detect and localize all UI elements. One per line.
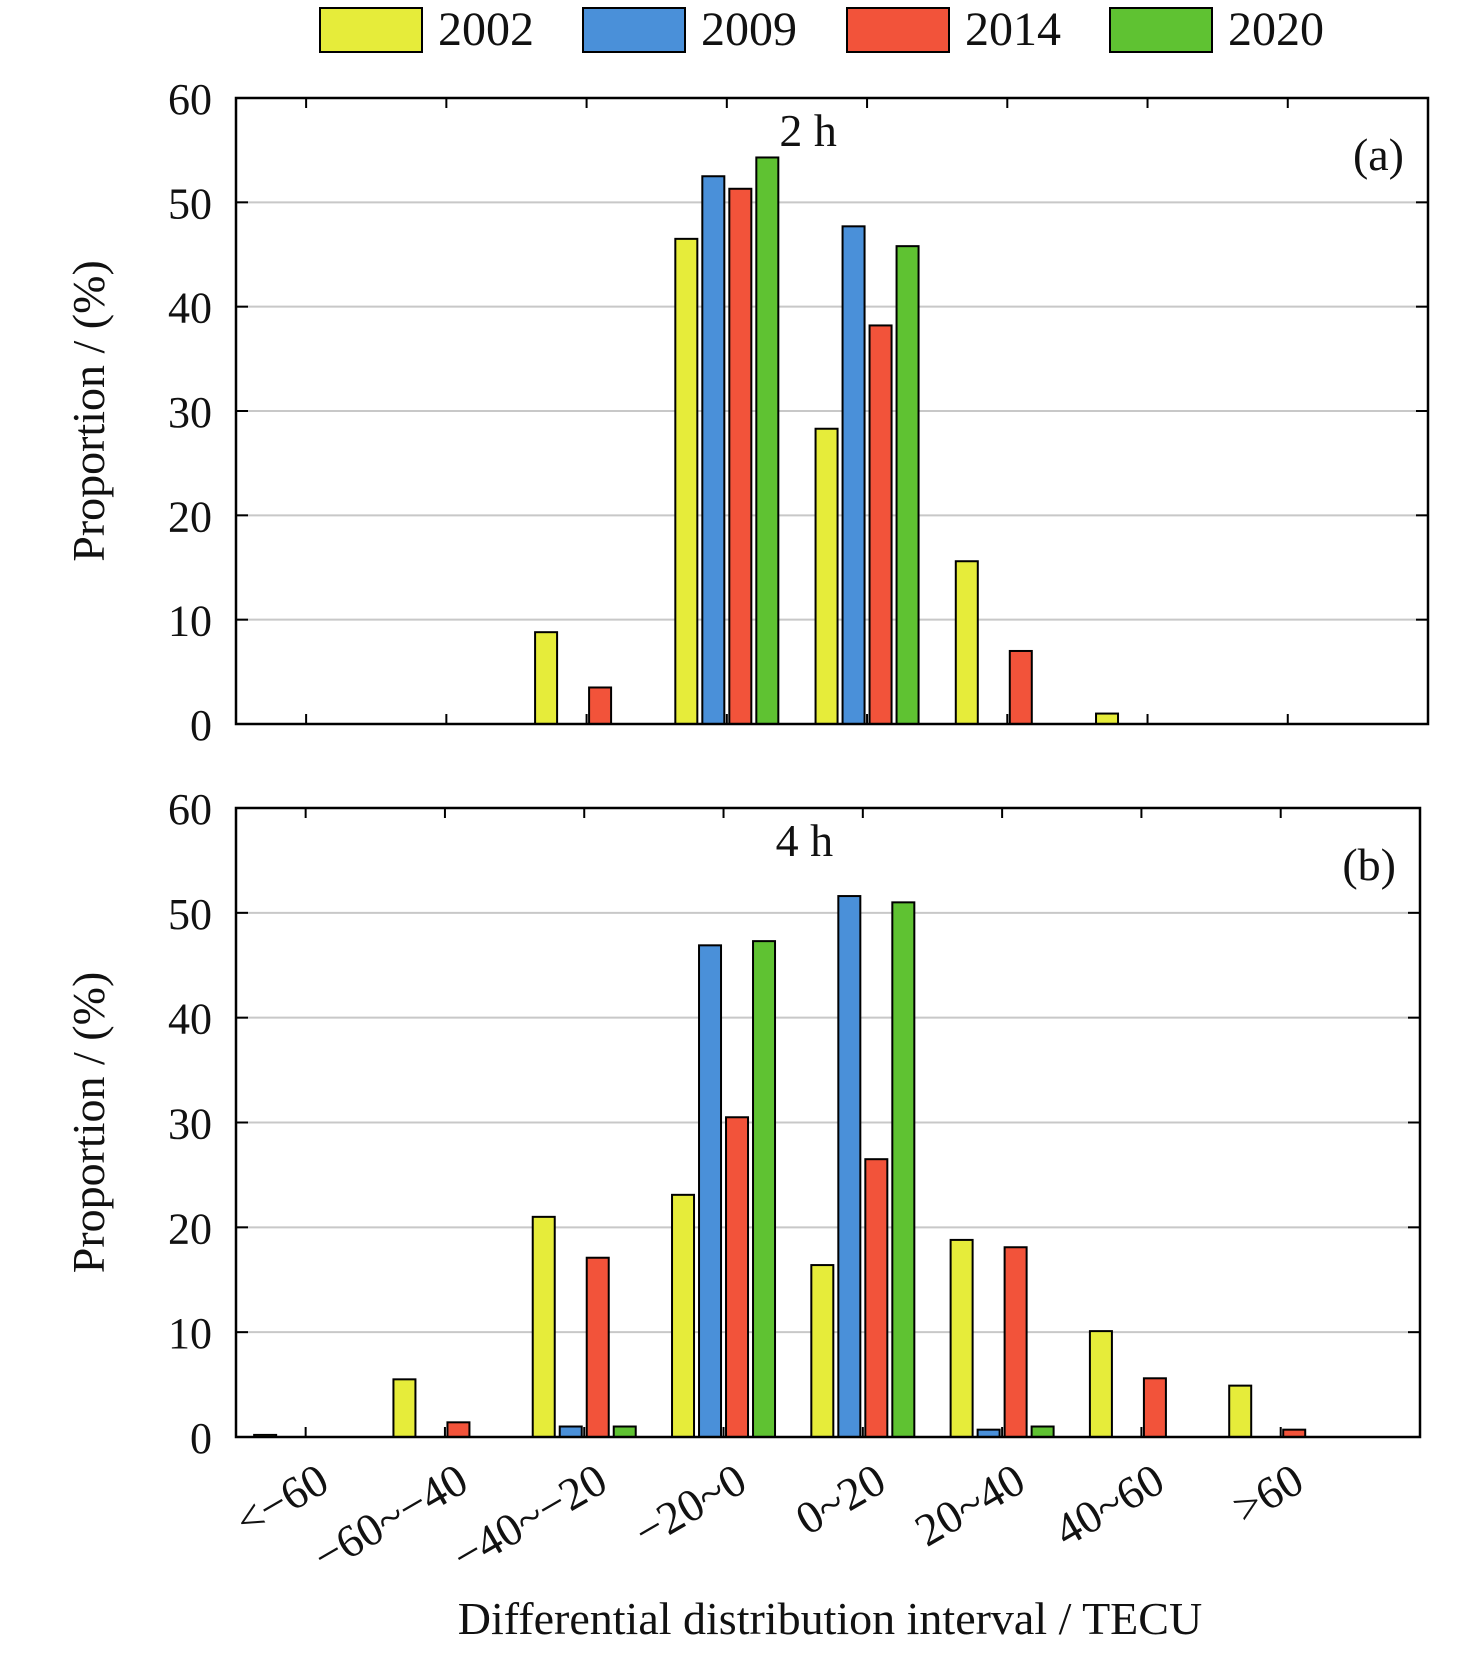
bar-2002-7	[1228, 1384, 1253, 1439]
bar-2014-5	[1003, 1246, 1028, 1439]
y-tick-label-50: 50	[168, 890, 212, 939]
bar-2002-6	[1088, 1330, 1113, 1438]
x-axis-label: Differential distribution interval / TEC…	[458, 1593, 1202, 1644]
panel-annotation: 2 h	[779, 105, 837, 156]
legend-swatch-2014	[846, 7, 950, 53]
bar-2002-5	[954, 560, 979, 725]
y-axis-label: Proportion / (%)	[63, 972, 114, 1274]
y-tick-label-30: 30	[168, 1100, 212, 1149]
legend-label-2014: 2014	[965, 3, 1061, 56]
legend-swatch-2009	[582, 7, 686, 53]
y-tick-label-10: 10	[168, 1309, 212, 1358]
bar-2014-3	[728, 187, 753, 725]
bar-2020-5	[1030, 1425, 1055, 1439]
bar-2002-3	[671, 1193, 696, 1438]
bar-2020-2	[612, 1425, 637, 1439]
bar-2002-4	[810, 1264, 835, 1439]
y-tick-label-40: 40	[168, 995, 212, 1044]
bar-2002-2	[534, 631, 559, 725]
x-tick-label-3: −20~0	[625, 1453, 754, 1557]
bar-2002-6	[1095, 712, 1120, 725]
bar-2002-1	[392, 1378, 417, 1439]
y-axis-label: Proportion / (%)	[63, 260, 114, 562]
bar-2009-4	[837, 895, 862, 1438]
panel-annotation: 4 h	[776, 815, 834, 866]
panel-label: (b)	[1342, 839, 1396, 890]
bar-2014-6	[1142, 1377, 1167, 1438]
y-tick-label-20: 20	[168, 492, 212, 541]
legend: 2002 2009 2014 2020	[319, 3, 1324, 56]
y-tick-label-20: 20	[168, 1204, 212, 1253]
x-tick-label-2: −40~−20	[444, 1453, 616, 1582]
y-tick-label-30: 30	[168, 388, 212, 437]
x-tick-label-4: 0~20	[787, 1453, 894, 1544]
bar-2020-3	[752, 940, 777, 1438]
bar-2014-5	[1008, 649, 1033, 726]
legend-swatch-2002	[319, 7, 423, 53]
y-tick-label-0: 0	[190, 701, 212, 750]
y-tick-label-60: 60	[168, 785, 212, 834]
y-tick-label-50: 50	[168, 179, 212, 228]
x-tick-label-6: 40~60	[1046, 1453, 1173, 1556]
y-tick-label-0: 0	[190, 1414, 212, 1463]
x-tick-label-5: 20~40	[906, 1453, 1033, 1556]
legend-swatch-2020	[1109, 7, 1213, 53]
bar-2020-4	[895, 245, 920, 726]
bar-2020-4	[891, 901, 916, 1438]
x-tick-label-1: −60~−40	[304, 1453, 476, 1582]
bar-2009-3	[698, 944, 723, 1438]
bar-2014-2	[588, 686, 613, 726]
legend-label-2009: 2009	[701, 3, 797, 56]
plot-frame	[234, 96, 1430, 726]
bar-2009-4	[841, 225, 866, 726]
bar-2014-1	[446, 1421, 471, 1439]
bar-2009-3	[701, 175, 726, 725]
bar-2002-4	[814, 427, 839, 725]
bar-2014-3	[725, 1116, 750, 1438]
bar-2002-5	[949, 1238, 974, 1438]
bar-2014-4	[864, 1158, 889, 1438]
legend-label-2002: 2002	[438, 3, 534, 56]
bar-2014-2	[585, 1256, 610, 1438]
y-tick-label-10: 10	[168, 597, 212, 646]
bar-2020-3	[755, 156, 780, 726]
bar-2002-3	[674, 237, 699, 725]
y-tick-label-40: 40	[168, 284, 212, 333]
y-tick-label-60: 60	[168, 75, 212, 124]
plot-frame	[234, 806, 1422, 1439]
bar-2014-4	[868, 324, 893, 725]
x-tick-label-7: >60	[1224, 1453, 1312, 1533]
panel-a: 0 10 20 30 40 50 60 2 h (a) Proportion / (%)	[63, 75, 1430, 750]
bar-2002-2	[531, 1215, 556, 1438]
panel-label: (a)	[1353, 129, 1404, 180]
legend-label-2020: 2020	[1228, 3, 1324, 56]
bar-2009-2	[558, 1425, 583, 1439]
